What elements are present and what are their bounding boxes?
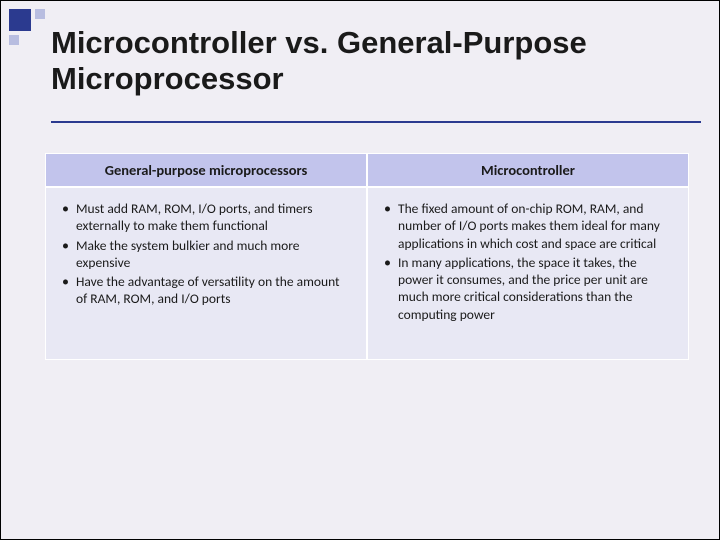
list-item: Must add RAM, ROM, I/O ports, and timers…: [60, 200, 352, 235]
page-title: Microcontroller vs. General-Purpose Micr…: [51, 25, 699, 96]
deco-square-small-1: [35, 9, 45, 19]
column-header-right: Microcontroller: [367, 153, 689, 187]
list-item: The fixed amount of on-chip ROM, RAM, an…: [382, 200, 674, 252]
bullet-list-right: The fixed amount of on-chip ROM, RAM, an…: [382, 200, 674, 323]
title-underline: [51, 121, 701, 123]
list-item: Make the system bulkier and much more ex…: [60, 237, 352, 272]
bullet-list-left: Must add RAM, ROM, I/O ports, and timers…: [60, 200, 352, 308]
corner-decoration: [9, 9, 47, 47]
deco-square-large: [9, 9, 31, 31]
column-body-left: Must add RAM, ROM, I/O ports, and timers…: [45, 187, 367, 360]
comparison-table: General-purpose microprocessors Microcon…: [45, 153, 689, 360]
list-item: In many applications, the space it takes…: [382, 254, 674, 323]
column-body-right: The fixed amount of on-chip ROM, RAM, an…: [367, 187, 689, 360]
table-header-row: General-purpose microprocessors Microcon…: [45, 153, 689, 187]
list-item: Have the advantage of versatility on the…: [60, 273, 352, 308]
column-header-left: General-purpose microprocessors: [45, 153, 367, 187]
deco-square-small-2: [9, 35, 19, 45]
table-body-row: Must add RAM, ROM, I/O ports, and timers…: [45, 187, 689, 360]
